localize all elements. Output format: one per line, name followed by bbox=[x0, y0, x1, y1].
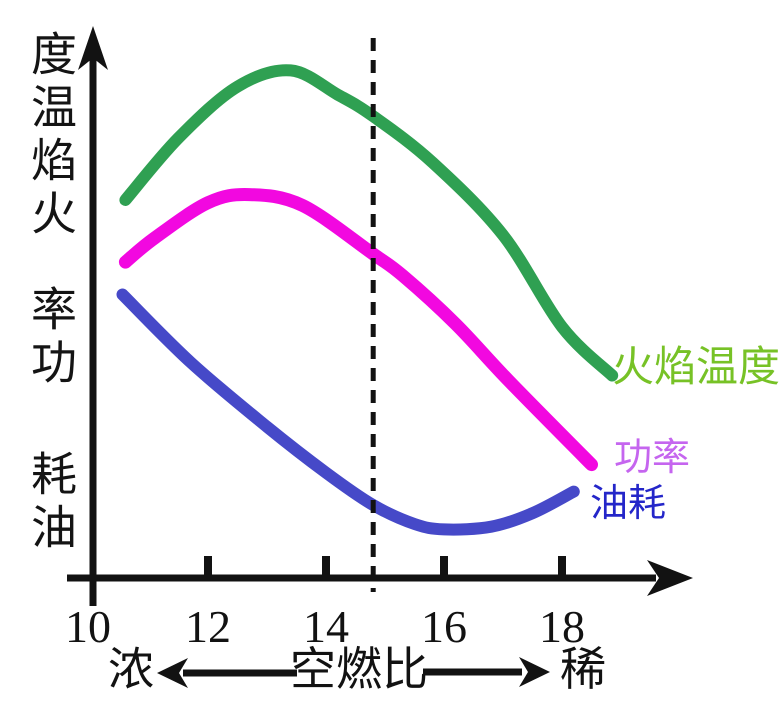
rich-label: 浓 bbox=[108, 644, 154, 695]
x-tick-label: 14 bbox=[303, 601, 349, 652]
lean-arrow-head-icon bbox=[519, 657, 550, 687]
lean-label: 稀 bbox=[560, 644, 606, 695]
series-label-flame-temperature: 火焰温度 bbox=[612, 345, 780, 391]
y-axis-label-flame-temperature: 度温焰火 bbox=[25, 30, 76, 242]
y-axis-label-power: 率功 bbox=[25, 285, 76, 391]
x-tick-label: 12 bbox=[185, 601, 231, 652]
x-tick-marks bbox=[204, 556, 566, 578]
series-label-power: 功率 bbox=[614, 437, 691, 479]
x-tick-label: 18 bbox=[539, 601, 585, 652]
x-axis-title: 空燃比 bbox=[290, 644, 428, 695]
curve-flame-temperature bbox=[119, 64, 619, 382]
y-axis-arrow-icon bbox=[78, 26, 108, 70]
series-label-fuel-consumption: 油耗 bbox=[590, 483, 667, 525]
x-tick-label: 16 bbox=[421, 601, 467, 652]
curve-power bbox=[118, 188, 598, 472]
x-tick-label: 10 bbox=[65, 601, 111, 652]
curve-fuel-consumption bbox=[116, 288, 580, 536]
rich-arrow-head-icon bbox=[157, 658, 188, 688]
y-axis-label-fuel-consumption: 耗油 bbox=[25, 450, 76, 556]
x-axis-arrow-icon bbox=[647, 560, 693, 596]
